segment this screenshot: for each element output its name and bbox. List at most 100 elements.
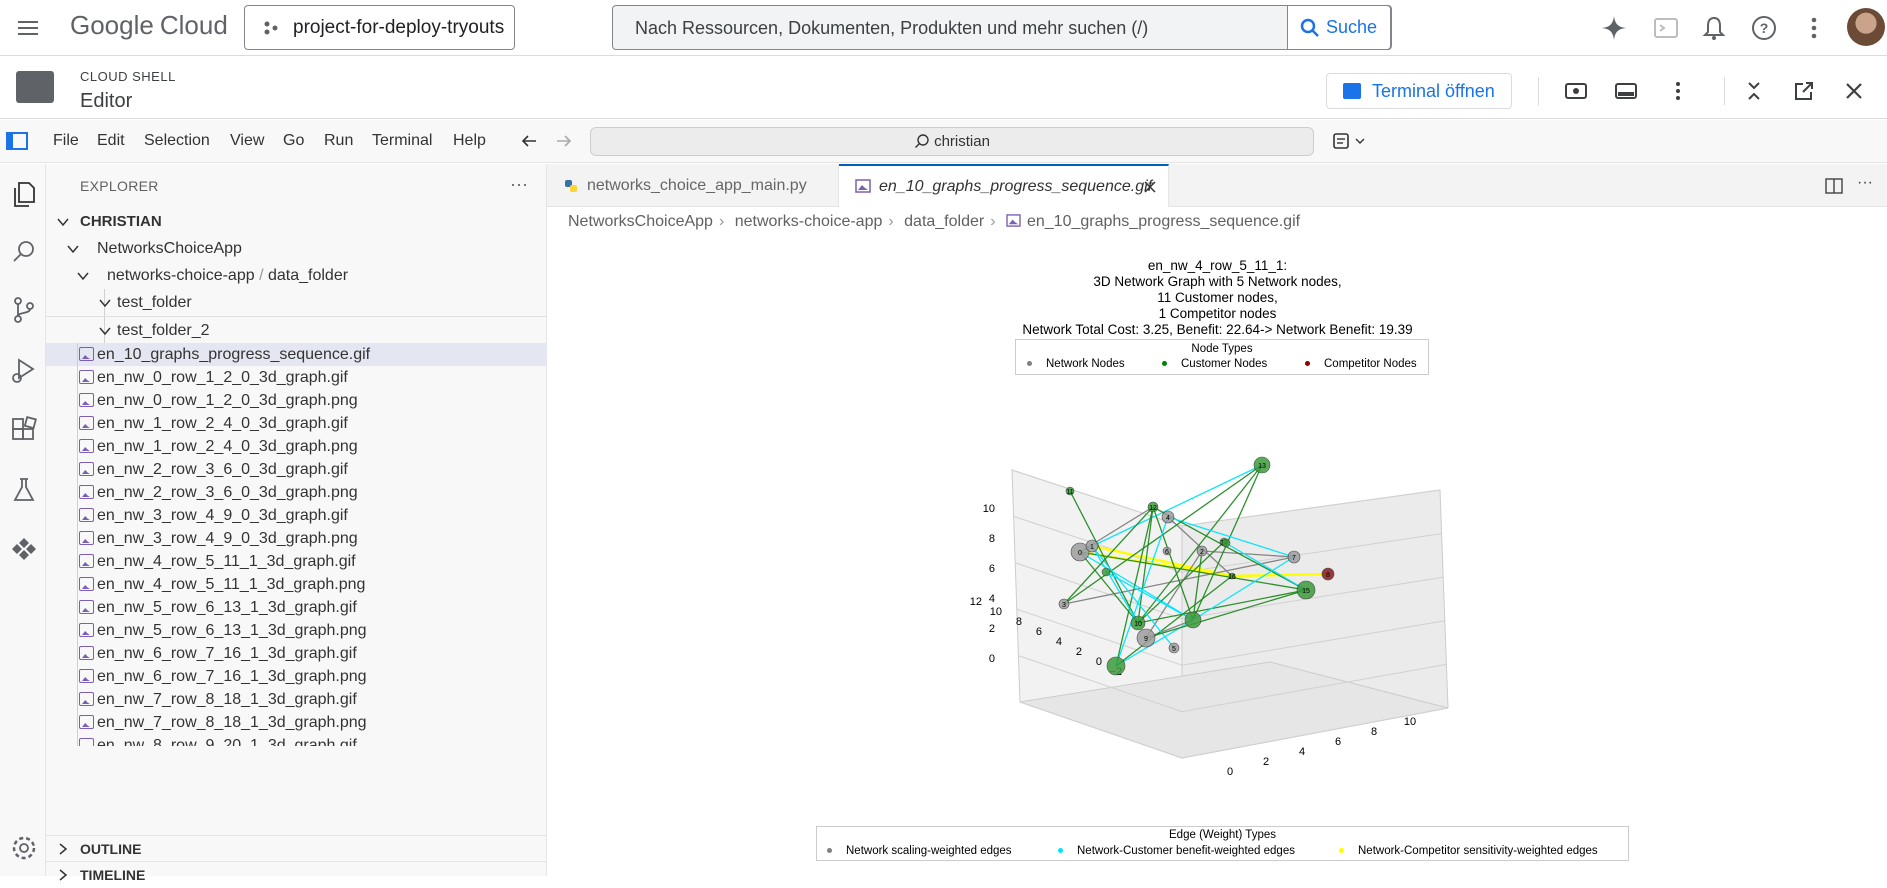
menu-selection[interactable]: Selection — [144, 132, 210, 149]
layout-icon[interactable] — [1614, 79, 1638, 103]
file-item[interactable]: en_nw_8_row_9_20_1_3d_graph.gif — [46, 734, 547, 746]
root-folder[interactable]: CHRISTIAN — [46, 208, 547, 235]
file-item[interactable]: en_nw_5_row_6_13_1_3d_graph.png — [46, 619, 547, 642]
file-item[interactable]: en_nw_3_row_4_9_0_3d_graph.png — [46, 527, 547, 550]
menu-terminal[interactable]: Terminal — [372, 132, 433, 149]
more-actions-icon[interactable]: ··· — [510, 174, 528, 194]
graph-edge — [1115, 516, 1169, 667]
open-new-window-icon[interactable] — [1792, 79, 1816, 103]
gemini-icon[interactable] — [1600, 14, 1628, 42]
avatar[interactable] — [1847, 8, 1885, 46]
cloud-shell-icon[interactable] — [1652, 14, 1680, 42]
breadcrumb-item[interactable]: NetworksChoiceApp — [568, 213, 713, 230]
source-control-icon[interactable] — [10, 296, 38, 324]
search-input[interactable]: Nach Ressourcen, Dokumenten, Produkten u… — [635, 18, 1149, 38]
indent-guide — [77, 573, 78, 596]
legend-item: Customer Nodes — [1162, 358, 1267, 370]
menu-file[interactable]: File — [53, 132, 79, 149]
file-item[interactable]: en_nw_7_row_8_18_1_3d_graph.png — [46, 711, 547, 734]
explorer-icon[interactable] — [10, 180, 38, 208]
back-arrow-icon[interactable] — [520, 133, 538, 149]
cloud-code-icon[interactable] — [10, 536, 38, 564]
menu-view[interactable]: View — [230, 132, 265, 149]
file-item[interactable]: en_nw_4_row_5_11_1_3d_graph.png — [46, 573, 547, 596]
settings-icon[interactable] — [10, 834, 38, 862]
file-item[interactable]: en_nw_2_row_3_6_0_3d_graph.gif — [46, 458, 547, 481]
file-item[interactable]: en_nw_7_row_8_18_1_3d_graph.gif — [46, 688, 547, 711]
preview-icon[interactable] — [1564, 79, 1588, 103]
more-vert-icon[interactable] — [1800, 14, 1828, 42]
search-button[interactable]: Suche — [1287, 5, 1391, 50]
google-cloud-logo[interactable]: Google Cloud — [70, 10, 228, 41]
indent-guide — [77, 389, 78, 412]
grid-line — [1181, 576, 1444, 620]
open-terminal-button[interactable]: Terminal öffnen — [1326, 73, 1512, 109]
file-item[interactable]: en_nw_0_row_1_2_0_3d_graph.png — [46, 389, 547, 412]
file-item[interactable]: en_10_graphs_progress_sequence.gif — [46, 343, 547, 366]
notifications-icon[interactable] — [1700, 14, 1728, 42]
folder-row[interactable]: NetworksChoiceApp — [46, 235, 547, 262]
project-name: project-for-deploy-tryouts — [293, 17, 505, 38]
search-button-label: Suche — [1326, 17, 1378, 37]
z-tick-label: 2 — [989, 623, 995, 635]
file-label: en_nw_0_row_1_2_0_3d_graph.png — [97, 392, 358, 409]
tab-main-py[interactable]: networks_choice_app_main.py — [547, 164, 839, 207]
legend-item: Network-Competitor sensitivity-weighted … — [1339, 845, 1598, 857]
file-item[interactable]: en_nw_6_row_7_16_1_3d_graph.gif — [46, 642, 547, 665]
file-item[interactable]: en_nw_6_row_7_16_1_3d_graph.png — [46, 665, 547, 688]
file-label: en_nw_5_row_6_13_1_3d_graph.gif — [97, 599, 357, 616]
node-label: 6 — [1165, 549, 1169, 556]
graph-node — [1287, 550, 1301, 564]
command-center-label: christian — [934, 133, 990, 150]
minimize-icon[interactable] — [1742, 79, 1766, 103]
indent-guide — [77, 527, 78, 550]
menu-go[interactable]: Go — [283, 132, 305, 149]
command-center[interactable]: christian — [590, 127, 1314, 156]
menu-icon[interactable] — [16, 16, 40, 40]
forward-arrow-icon[interactable] — [555, 133, 573, 149]
chevron-right-icon — [59, 869, 68, 881]
graph-edge — [1091, 545, 1139, 624]
split-editor-icon[interactable] — [1825, 178, 1843, 194]
z-tick-label: 8 — [989, 533, 995, 545]
more-actions-icon[interactable]: ··· — [1857, 174, 1873, 191]
copilot-icon[interactable] — [1332, 132, 1368, 150]
breadcrumb-item[interactable]: en_10_graphs_progress_sequence.gif — [1026, 213, 1301, 230]
tab-gif[interactable]: en_10_graphs_progress_sequence.gif — [839, 164, 1169, 207]
breadcrumb-item[interactable]: networks-choice-app — [734, 213, 883, 230]
search-bar[interactable]: Nach Ressourcen, Dokumenten, Produkten u… — [612, 5, 1392, 50]
editor-title: Editor — [80, 90, 133, 112]
folder-label: NetworksChoiceApp — [97, 240, 242, 257]
file-item[interactable]: en_nw_3_row_4_9_0_3d_graph.gif — [46, 504, 547, 527]
file-item[interactable]: en_nw_5_row_6_13_1_3d_graph.gif — [46, 596, 547, 619]
run-debug-icon[interactable] — [10, 356, 38, 384]
project-picker[interactable]: project-for-deploy-tryouts — [244, 5, 515, 50]
folder-row[interactable]: networks-choice-app / data_folder — [46, 262, 547, 289]
menu-help[interactable]: Help — [453, 132, 486, 149]
testing-icon[interactable] — [10, 476, 38, 504]
file-label: en_nw_3_row_4_9_0_3d_graph.gif — [97, 507, 348, 524]
y-tick-label: 12 — [970, 596, 982, 608]
extensions-icon[interactable] — [10, 416, 38, 444]
file-label: en_nw_1_row_2_4_0_3d_graph.gif — [97, 415, 348, 432]
file-item[interactable]: en_nw_4_row_5_11_1_3d_graph.gif — [46, 550, 547, 573]
close-tab-icon[interactable] — [1144, 181, 1156, 193]
help-icon[interactable]: ? — [1750, 14, 1778, 42]
file-item[interactable]: en_nw_1_row_2_4_0_3d_graph.png — [46, 435, 547, 458]
menu-edit[interactable]: Edit — [97, 132, 125, 149]
folder-row[interactable]: test_folder — [46, 289, 547, 316]
timeline-section[interactable]: TIMELINE — [46, 861, 547, 887]
more-vert-icon[interactable] — [1666, 79, 1690, 103]
close-icon[interactable] — [1842, 79, 1866, 103]
file-label: en_nw_0_row_1_2_0_3d_graph.gif — [97, 369, 348, 386]
outline-section[interactable]: OUTLINE — [46, 835, 547, 861]
file-item[interactable]: en_nw_0_row_1_2_0_3d_graph.gif — [46, 366, 547, 389]
file-item[interactable]: en_nw_2_row_3_6_0_3d_graph.png — [46, 481, 547, 504]
menu-run[interactable]: Run — [324, 132, 354, 149]
folder-row[interactable]: test_folder_2 — [46, 316, 547, 344]
breadcrumb: NetworksChoiceApp › networks-choice-app › … — [568, 213, 1301, 230]
x-tick-label: 8 — [1371, 726, 1377, 738]
search-icon[interactable] — [10, 238, 38, 266]
file-item[interactable]: en_nw_1_row_2_4_0_3d_graph.gif — [46, 412, 547, 435]
breadcrumb-item[interactable]: data_folder — [904, 213, 985, 230]
